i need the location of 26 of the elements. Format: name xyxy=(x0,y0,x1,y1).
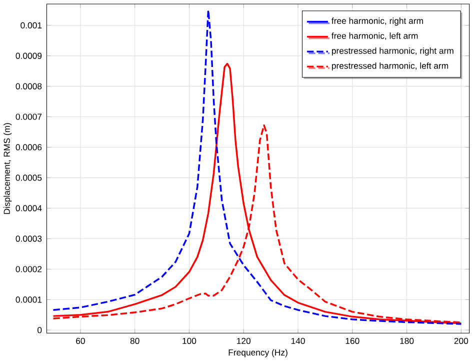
y-tick-label: 0.0006 xyxy=(16,144,42,151)
y-tick-label: 0.0008 xyxy=(16,83,42,90)
x-tick-label: 100 xyxy=(182,338,196,344)
y-tick-label: 0.0001 xyxy=(16,296,42,303)
x-tick-label: 80 xyxy=(130,338,140,344)
y-tick-label: 0.0007 xyxy=(16,114,42,120)
y-tick-label: 0.0004 xyxy=(16,205,42,212)
y-tick-label: 0 xyxy=(38,327,42,334)
legend-label: free harmonic, left arm xyxy=(332,32,418,40)
x-tick-label: 140 xyxy=(291,338,305,344)
x-axis-title: Frequency (Hz) xyxy=(228,349,288,358)
y-axis-title: Displacement, RMS (m) xyxy=(4,123,12,214)
x-tick-label: 120 xyxy=(237,338,251,344)
x-tick-label: 200 xyxy=(454,338,468,344)
y-tick-label: 0.0002 xyxy=(16,266,42,272)
x-tick-label: 160 xyxy=(346,338,360,344)
x-tick-label: 180 xyxy=(400,338,414,344)
y-tick-label: 0.0009 xyxy=(16,52,42,60)
x-tick-label: 60 xyxy=(76,338,85,344)
y-tick-label: 0.0003 xyxy=(16,236,42,242)
line-series xyxy=(52,9,462,326)
legend-label: prestressed harmonic, right arm xyxy=(332,48,454,56)
y-tick-label: 0.0005 xyxy=(16,174,42,182)
legend-label: free harmonic, right arm xyxy=(332,18,423,26)
y-tick-label: 0.001 xyxy=(20,22,42,29)
legend-label: prestressed harmonic, left arm xyxy=(332,62,448,71)
